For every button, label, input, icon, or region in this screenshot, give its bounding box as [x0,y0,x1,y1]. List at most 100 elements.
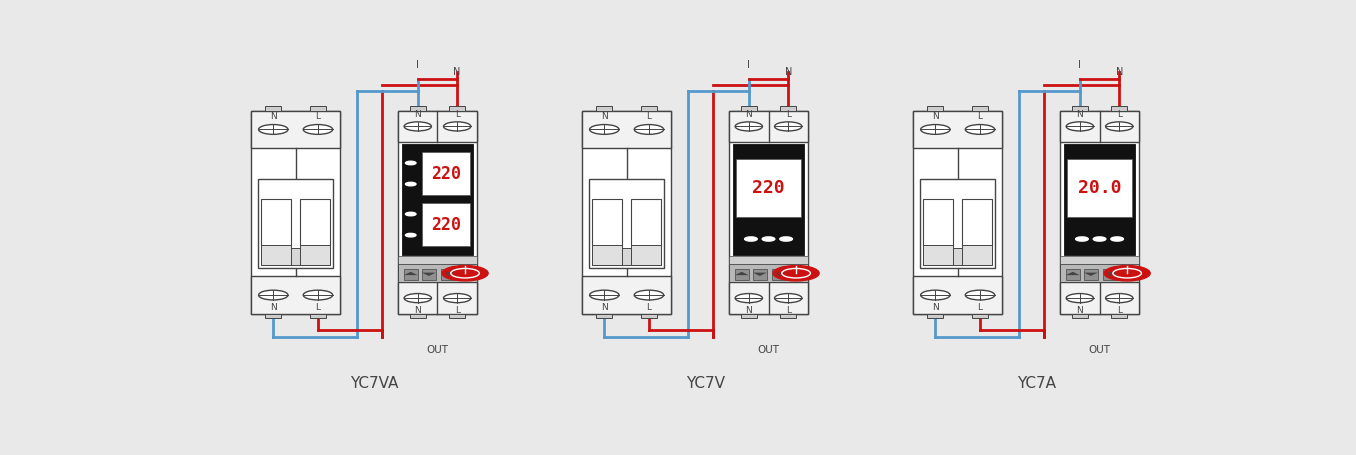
Circle shape [304,125,332,134]
Bar [641,314,658,318]
Text: L: L [454,110,460,119]
Bar [251,111,340,148]
Circle shape [774,293,801,303]
Text: L: L [1117,306,1121,315]
Text: L: L [1117,110,1121,119]
Bar [730,264,808,283]
Bar [593,245,622,264]
Text: L: L [785,306,791,315]
Bar [730,111,808,142]
Bar [631,199,662,246]
Circle shape [1075,237,1089,241]
Polygon shape [1083,273,1098,276]
Bar [730,283,808,314]
Text: N: N [415,306,422,315]
Bar [399,111,477,314]
Circle shape [405,233,416,237]
Text: N: N [270,112,277,121]
Bar [582,111,671,314]
Circle shape [965,125,995,134]
Text: L: L [978,112,983,121]
Bar [399,111,477,142]
Circle shape [1104,266,1150,281]
Bar [597,106,613,111]
Circle shape [405,161,416,165]
Bar [399,256,477,264]
Circle shape [404,293,431,303]
Text: N: N [1077,110,1083,119]
Bar [730,256,808,264]
Text: N: N [601,112,607,121]
Bar [399,283,477,314]
Circle shape [744,237,757,241]
Bar [913,111,1002,314]
Text: OUT: OUT [1089,345,1111,355]
Circle shape [735,122,762,131]
Text: N: N [932,112,938,121]
Bar [300,199,330,246]
Bar [1060,264,1139,283]
Circle shape [1093,237,1106,241]
Text: N: N [1077,306,1083,315]
Bar [1073,106,1088,111]
Bar [262,248,330,264]
Bar [913,111,1002,148]
Text: N: N [453,67,461,77]
Bar [923,245,953,264]
Text: L: L [647,303,651,312]
Circle shape [780,237,792,241]
Bar [913,276,1002,314]
Bar [1066,268,1079,280]
Bar [963,245,993,264]
Circle shape [304,290,332,300]
Polygon shape [422,273,435,276]
Circle shape [443,293,471,303]
Bar [1060,256,1139,264]
Bar [410,314,426,318]
Bar [404,268,418,280]
Bar [593,248,662,264]
Bar [597,314,613,318]
Bar [1073,314,1088,318]
Polygon shape [735,272,749,275]
Bar [963,199,993,246]
Circle shape [442,266,488,281]
Bar [262,245,292,264]
Bar [422,203,471,246]
Bar [1083,268,1098,280]
Text: L: L [647,112,651,121]
Circle shape [443,122,471,131]
Bar [1060,111,1139,314]
Bar [928,106,944,111]
Bar [410,106,426,111]
Bar [441,268,458,280]
Bar [262,199,292,246]
Bar [1064,144,1135,254]
Text: 220: 220 [431,216,461,233]
Text: L: L [785,110,791,119]
Bar [631,245,662,264]
Circle shape [1105,122,1132,131]
Bar [641,106,658,111]
Circle shape [774,122,801,131]
Text: L: L [978,303,983,312]
Polygon shape [1066,272,1079,275]
Bar [740,106,757,111]
Text: I: I [1078,61,1081,71]
Bar [251,111,340,314]
Bar [449,106,465,111]
Circle shape [1066,122,1093,131]
Circle shape [259,290,287,300]
Text: OUT: OUT [427,345,449,355]
Bar [449,314,465,318]
Bar [734,144,804,254]
Bar [923,248,993,264]
Text: 220: 220 [431,165,461,182]
Circle shape [1105,293,1132,303]
Bar [422,152,471,195]
Text: 220: 220 [753,179,785,197]
Text: YC7V: YC7V [686,376,725,391]
Bar [266,106,281,111]
Text: OUT: OUT [758,345,780,355]
Bar [311,106,325,111]
